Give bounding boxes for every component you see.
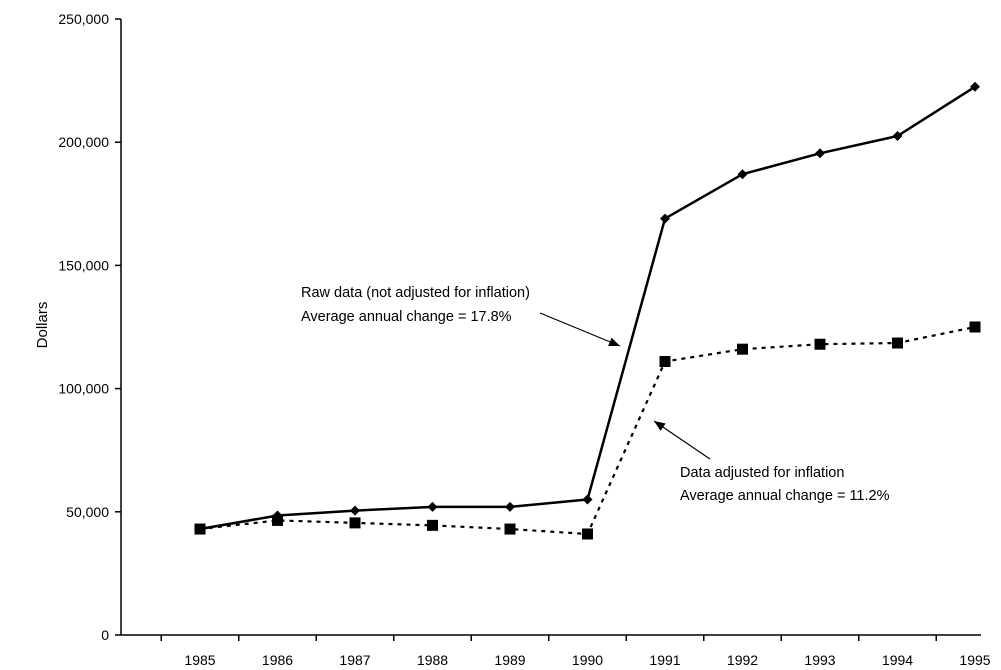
series-raw-point xyxy=(350,505,360,516)
series-adjusted-point xyxy=(272,514,283,526)
series-adjusted-point xyxy=(582,528,593,540)
x-tick-label: 1992 xyxy=(727,652,758,668)
series-raw-point xyxy=(892,131,903,142)
x-tick-label: 1995 xyxy=(959,652,990,668)
series-adjusted-point xyxy=(737,343,748,355)
series-adjusted-point xyxy=(969,321,981,333)
series-adjusted-point xyxy=(659,355,671,367)
y-axis-title: Dollars xyxy=(34,302,51,349)
annotation-adjusted-line-1: Data adjusted for inflation xyxy=(680,465,844,481)
series-raw-point xyxy=(505,501,515,512)
series-adjusted-point xyxy=(349,517,361,529)
y-tick-label: 50,000 xyxy=(66,504,109,520)
series-raw-point xyxy=(660,213,670,224)
series-raw-point xyxy=(815,148,825,159)
annotation-raw-arrow-head xyxy=(608,337,620,346)
series-raw xyxy=(195,81,980,535)
annotation-adjusted: Data adjusted for inflation Average annu… xyxy=(680,465,890,504)
x-tick-label: 1993 xyxy=(804,652,835,668)
annotation-raw-line-1: Raw data (not adjusted for inflation) xyxy=(301,285,530,301)
x-tick-label: 1986 xyxy=(262,652,293,668)
annotation-adjusted-line-2: Average annual change = 11.2% xyxy=(680,488,890,504)
annotation-adjusted-arrow xyxy=(653,420,711,460)
y-tick-label: 150,000 xyxy=(58,257,109,273)
series-adjusted-point xyxy=(194,523,206,535)
annotation-raw-arrow xyxy=(539,312,621,347)
y-tick-label: 200,000 xyxy=(58,134,109,150)
annotation-adjusted-arrow-shaft xyxy=(653,420,711,460)
series-raw-point xyxy=(970,81,980,92)
y-tick-label: 100,000 xyxy=(58,381,109,397)
annotation-raw: Raw data (not adjusted for inflation) Av… xyxy=(301,285,530,325)
y-tick-label: 0 xyxy=(101,627,109,643)
axes: 0 50,000 100,000 150,000 200,000 250,000 1985 1… xyxy=(58,11,990,668)
x-tick-label: 1988 xyxy=(417,652,448,668)
series-adjusted-point xyxy=(892,337,903,349)
series-adjusted-point xyxy=(814,338,826,350)
x-tick-label: 1989 xyxy=(494,652,525,668)
series-adjusted-point xyxy=(427,519,438,531)
series-raw-point xyxy=(427,501,438,512)
y-tick-label: 250,000 xyxy=(58,11,109,27)
series-raw-point xyxy=(737,169,748,180)
x-tick-label: 1991 xyxy=(649,652,680,668)
series-raw-line xyxy=(199,85,976,531)
x-tick-label: 1985 xyxy=(184,652,215,668)
series-adjusted-point xyxy=(504,523,516,535)
x-tick-label: 1994 xyxy=(882,652,913,668)
annotation-raw-arrow-shaft xyxy=(539,312,621,347)
series-raw-point xyxy=(582,494,593,505)
series-adjusted xyxy=(194,321,981,540)
x-tick-label: 1987 xyxy=(339,652,370,668)
annotation-raw-line-2: Average annual change = 17.8% xyxy=(301,309,512,325)
x-tick-label: 1990 xyxy=(572,652,603,668)
annotation-adjusted-arrow-head xyxy=(654,421,666,431)
